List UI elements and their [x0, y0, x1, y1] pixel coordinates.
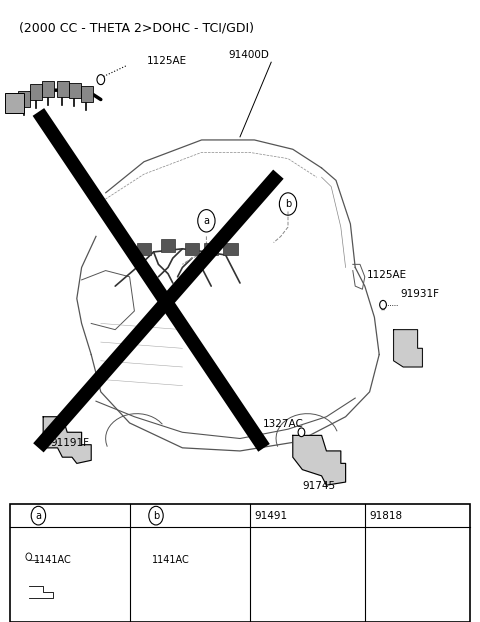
Bar	[18, 91, 30, 107]
Text: b: b	[285, 199, 291, 209]
Bar	[5, 93, 24, 113]
Text: 1125AE: 1125AE	[367, 270, 408, 280]
Polygon shape	[394, 330, 422, 367]
Text: a: a	[204, 216, 209, 226]
Text: 1125AE: 1125AE	[146, 56, 187, 66]
Bar	[30, 84, 42, 100]
Text: 91931F: 91931F	[401, 289, 440, 299]
Circle shape	[97, 75, 105, 85]
Text: (2000 CC - THETA 2>DOHC - TCI/GDI): (2000 CC - THETA 2>DOHC - TCI/GDI)	[19, 22, 254, 35]
Text: 1141AC: 1141AC	[152, 555, 189, 565]
Polygon shape	[43, 417, 91, 463]
Text: b: b	[153, 511, 159, 521]
Text: a: a	[36, 511, 41, 521]
Bar	[204, 243, 218, 255]
Bar	[137, 243, 151, 255]
Text: 91818: 91818	[370, 511, 403, 521]
Text: 91191F: 91191F	[50, 439, 89, 448]
Bar	[42, 81, 54, 97]
Circle shape	[380, 300, 386, 309]
Text: 91400D: 91400D	[228, 50, 269, 60]
Text: 1141AC: 1141AC	[34, 555, 72, 565]
Bar	[81, 86, 93, 102]
Text: 1327AC: 1327AC	[263, 419, 304, 429]
Text: 91491: 91491	[254, 511, 288, 521]
Bar	[185, 243, 199, 255]
Bar	[69, 83, 81, 98]
Polygon shape	[293, 435, 346, 485]
Circle shape	[298, 428, 305, 437]
Bar	[223, 243, 238, 255]
Text: 91745: 91745	[302, 481, 336, 491]
Bar	[161, 239, 175, 252]
Bar	[57, 81, 69, 97]
Bar	[10, 504, 470, 622]
